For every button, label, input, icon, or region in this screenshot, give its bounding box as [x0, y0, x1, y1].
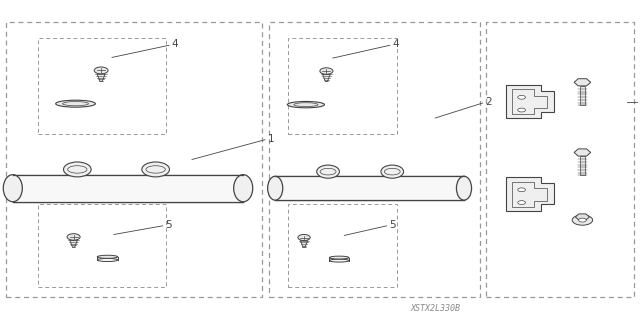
Text: 1: 1 — [268, 134, 274, 144]
Bar — [580, 156, 585, 175]
Circle shape — [579, 218, 586, 222]
Polygon shape — [506, 177, 554, 211]
Ellipse shape — [317, 165, 339, 178]
Bar — [38, 204, 166, 287]
Bar — [486, 22, 634, 297]
Text: 3: 3 — [639, 97, 640, 107]
Bar — [275, 176, 464, 200]
Circle shape — [518, 201, 525, 204]
Ellipse shape — [63, 162, 91, 177]
Bar — [38, 38, 166, 134]
Polygon shape — [300, 241, 308, 247]
Text: 5: 5 — [389, 220, 396, 230]
Circle shape — [298, 234, 310, 241]
Bar — [580, 86, 585, 105]
Ellipse shape — [56, 100, 95, 107]
Bar — [288, 204, 397, 287]
Ellipse shape — [234, 175, 253, 202]
Ellipse shape — [268, 176, 283, 200]
Bar — [288, 38, 397, 134]
Bar — [269, 22, 480, 297]
Circle shape — [67, 234, 80, 240]
Text: 2: 2 — [485, 97, 492, 107]
Text: 4: 4 — [392, 39, 399, 49]
Ellipse shape — [330, 256, 349, 259]
Bar — [13, 175, 243, 202]
Ellipse shape — [330, 259, 349, 262]
Polygon shape — [97, 74, 105, 81]
Bar — [6, 22, 262, 297]
Ellipse shape — [97, 258, 118, 262]
Ellipse shape — [142, 162, 170, 177]
Text: 5: 5 — [165, 220, 172, 230]
Ellipse shape — [3, 175, 22, 202]
Text: XSTX2L330B: XSTX2L330B — [410, 304, 460, 313]
Polygon shape — [70, 240, 77, 247]
Ellipse shape — [381, 165, 404, 178]
Polygon shape — [506, 85, 554, 118]
Circle shape — [518, 188, 525, 192]
Ellipse shape — [287, 101, 324, 108]
Ellipse shape — [97, 255, 118, 258]
Circle shape — [518, 95, 525, 99]
Circle shape — [518, 108, 525, 112]
Text: 4: 4 — [172, 39, 178, 49]
Circle shape — [320, 68, 333, 74]
Polygon shape — [323, 74, 330, 81]
Circle shape — [572, 215, 593, 225]
Ellipse shape — [456, 176, 472, 200]
Circle shape — [94, 67, 108, 74]
